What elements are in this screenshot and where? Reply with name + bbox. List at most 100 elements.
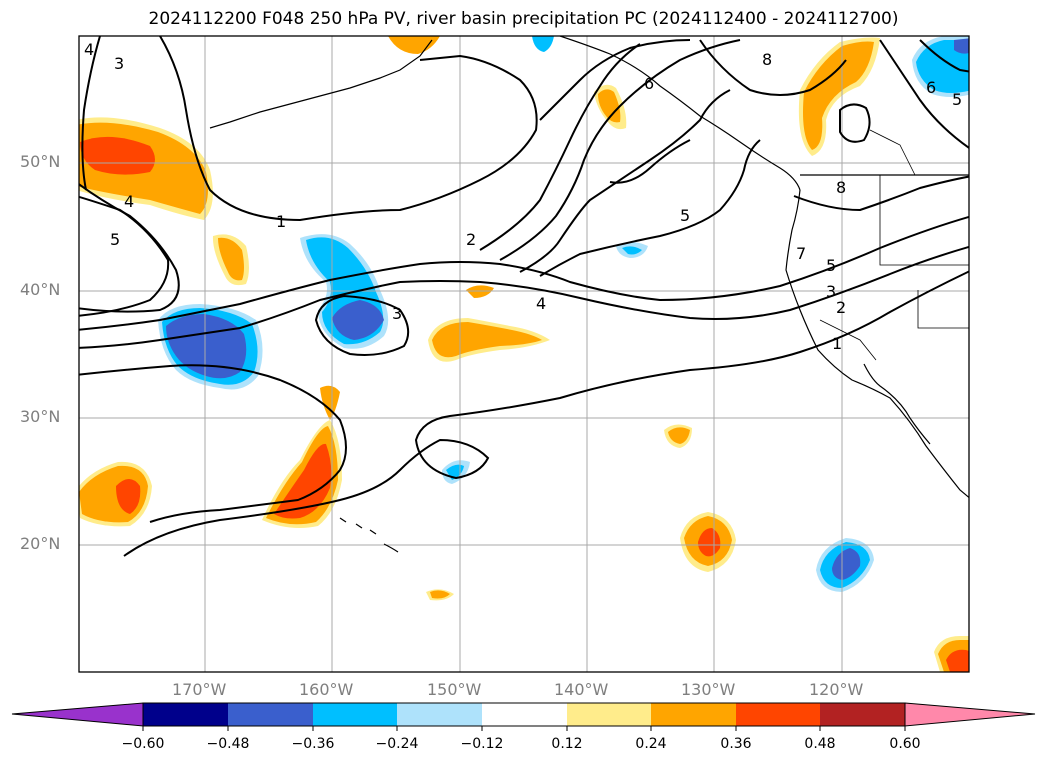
precip-positive-sw-core <box>116 479 141 514</box>
baja-california <box>863 363 931 445</box>
contour-label: 5 <box>110 230 121 249</box>
alaska-coast <box>559 36 801 191</box>
precip-positive-small-b-core <box>598 89 621 123</box>
pv-contours <box>79 36 969 557</box>
pv-contour-6 <box>79 182 180 313</box>
colorbar-tick-label: −0.24 <box>375 736 419 752</box>
lat-label-20n: 20°N <box>20 534 61 553</box>
colorbar-frame <box>142 702 906 727</box>
precip-positive-small-a-core <box>218 237 244 281</box>
us-state-line-1 <box>879 175 969 266</box>
canada-province-line <box>869 129 916 176</box>
pv-contour-16 <box>699 39 847 96</box>
coastlines <box>209 36 969 553</box>
pv-contour-4 <box>79 215 969 331</box>
pv-contour-15 <box>609 139 691 184</box>
colorbar-bin-6 <box>567 703 651 726</box>
contour-label: 4 <box>536 294 547 313</box>
contour-label: 4 <box>124 192 135 211</box>
pv-contour-18 <box>879 39 969 150</box>
lon-label-150w: 150°W <box>427 680 482 699</box>
lat-label-30n: 30°N <box>20 407 61 426</box>
colorbar-bin-4 <box>397 703 482 726</box>
contour-label: 3 <box>392 304 403 323</box>
colorbar-bin-7 <box>651 703 736 726</box>
contour-label: 3 <box>114 54 125 73</box>
pv-contour-19 <box>919 39 969 73</box>
precip-positive-small-e-core <box>430 590 450 599</box>
map-frame <box>78 35 970 673</box>
colorbar-tick-label: −0.12 <box>460 736 504 752</box>
pv-contour-3 <box>79 245 969 349</box>
us-state-line-2 <box>917 290 969 329</box>
pv-contour-13 <box>519 89 731 273</box>
pv-contour-11 <box>479 43 641 251</box>
precip-positive-center <box>432 322 542 358</box>
precip-positive-se-core <box>946 649 969 672</box>
precip-positive-top <box>388 36 440 54</box>
precip-negative-top <box>532 36 554 52</box>
contour-label: 5 <box>680 206 691 225</box>
contour-label: 8 <box>836 178 847 197</box>
colorbar-tick-label: −0.48 <box>206 736 250 752</box>
gridlines <box>79 36 969 672</box>
precip-positive-nw-core <box>80 136 155 175</box>
contour-label: 7 <box>796 244 807 263</box>
pv-contour-14 <box>539 139 761 277</box>
colorbar-tick-label: 0.60 <box>889 736 921 752</box>
contour-label: 4 <box>84 40 95 59</box>
colorbar-bin-3 <box>313 703 397 726</box>
hawaii-islands <box>339 517 399 553</box>
lon-label-170w: 170°W <box>172 680 227 699</box>
precip-negative-ne <box>916 40 969 93</box>
pv-contour-10 <box>539 39 691 121</box>
precip-negative-small-f-core <box>622 246 642 255</box>
contour-label: 6 <box>644 74 655 93</box>
precip-positive-small-d-core <box>668 427 690 444</box>
colorbar-tick-label: 0.36 <box>720 736 752 752</box>
contour-label: 1 <box>276 212 287 231</box>
contour-label: 5 <box>952 90 963 109</box>
colorbar-tick-label: 0.24 <box>635 736 667 752</box>
pv-contour-8 <box>159 36 538 222</box>
lon-label-140w: 140°W <box>554 680 609 699</box>
colorbar-tick-label: −0.60 <box>121 736 165 752</box>
pv-contour-1 <box>123 270 969 557</box>
contour-label: 2 <box>836 298 847 317</box>
precip-positive-ne <box>803 41 874 150</box>
contour-label: 3 <box>826 282 837 301</box>
contour-label: 6 <box>926 78 937 97</box>
contour-label: 8 <box>762 50 773 69</box>
map-title: 2024112200 F048 250 hPa PV, river basin … <box>148 9 899 29</box>
lon-label-120w: 120°W <box>809 680 864 699</box>
colorbar-bin-9 <box>820 703 905 726</box>
pv-contour-20 <box>793 175 969 212</box>
colorbar-extend-low <box>11 702 144 727</box>
pv-contour-7 <box>81 36 101 191</box>
precip-negative-ne-core <box>954 38 969 54</box>
colorbar-extend-high <box>904 702 1036 727</box>
pv-contour-5 <box>79 195 170 317</box>
contour-label: 2 <box>466 230 477 249</box>
colorbar-bin-8 <box>736 703 820 726</box>
pv-contour-2 <box>79 364 347 523</box>
aleutian-islands <box>209 39 433 129</box>
pv-contour-12 <box>499 39 741 261</box>
precip-negative-center-core <box>332 300 384 340</box>
precip-positive-small-c <box>466 285 494 298</box>
precip-positive-south-small <box>320 385 340 420</box>
contour-label: 5 <box>826 256 837 275</box>
colorbar-bin-2 <box>228 703 313 726</box>
colorbar <box>11 702 1036 731</box>
lat-label-50n: 50°N <box>20 152 61 171</box>
precip-positive-south-core <box>274 443 332 519</box>
precip-negative-se-core <box>832 548 861 580</box>
us-state-line-3 <box>819 319 877 361</box>
colorbar-tick-label: 0.12 <box>551 736 583 752</box>
colorbar-tick-label: −0.36 <box>291 736 335 752</box>
pv-contour-9 <box>314 294 410 356</box>
lon-label-160w: 160°W <box>299 680 354 699</box>
colorbar-bin-5 <box>482 703 567 726</box>
precip-positive-east-core <box>698 528 721 557</box>
